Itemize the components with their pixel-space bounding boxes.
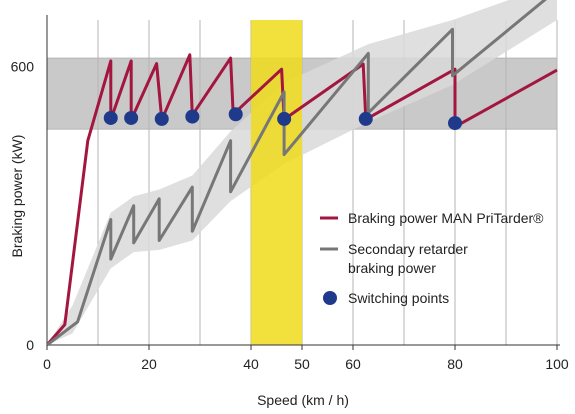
switching-point <box>228 107 243 122</box>
y-tick-label: 600 <box>11 58 35 74</box>
switching-point <box>154 111 169 126</box>
y-tick-label: 0 <box>26 337 34 353</box>
legend-label-secondary-line2: braking power <box>348 260 436 276</box>
x-tick-label: 60 <box>345 356 361 372</box>
legend-label-secondary-line1: Secondary retarder <box>348 241 468 257</box>
x-tick-label: 100 <box>545 356 569 372</box>
x-tick-label: 0 <box>43 356 51 372</box>
x-axis-label: Speed (km / h) <box>257 392 349 408</box>
legend-label-pritarder: Braking power MAN PriTarder® <box>348 210 544 226</box>
switching-point <box>358 111 373 126</box>
x-tick-label: 50 <box>294 356 310 372</box>
y-axis-label: Braking power (kW) <box>9 135 25 258</box>
switching-point <box>448 116 462 131</box>
switching-point <box>277 111 292 126</box>
x-tick-label: 40 <box>243 356 259 372</box>
switching-point <box>185 109 200 124</box>
series-pritarder-line <box>45 53 558 346</box>
switching-point <box>103 110 118 125</box>
highlight-band <box>251 20 302 345</box>
secondary-envelope <box>47 0 557 345</box>
x-tick-label: 80 <box>447 356 463 372</box>
legend-swatch-switching <box>323 291 337 305</box>
switching-point <box>124 110 139 125</box>
legend-label-switching: Switching points <box>348 290 449 306</box>
x-tick-label: 20 <box>141 356 157 372</box>
legend: Braking power MAN PriTarder® Secondary r… <box>320 210 544 306</box>
